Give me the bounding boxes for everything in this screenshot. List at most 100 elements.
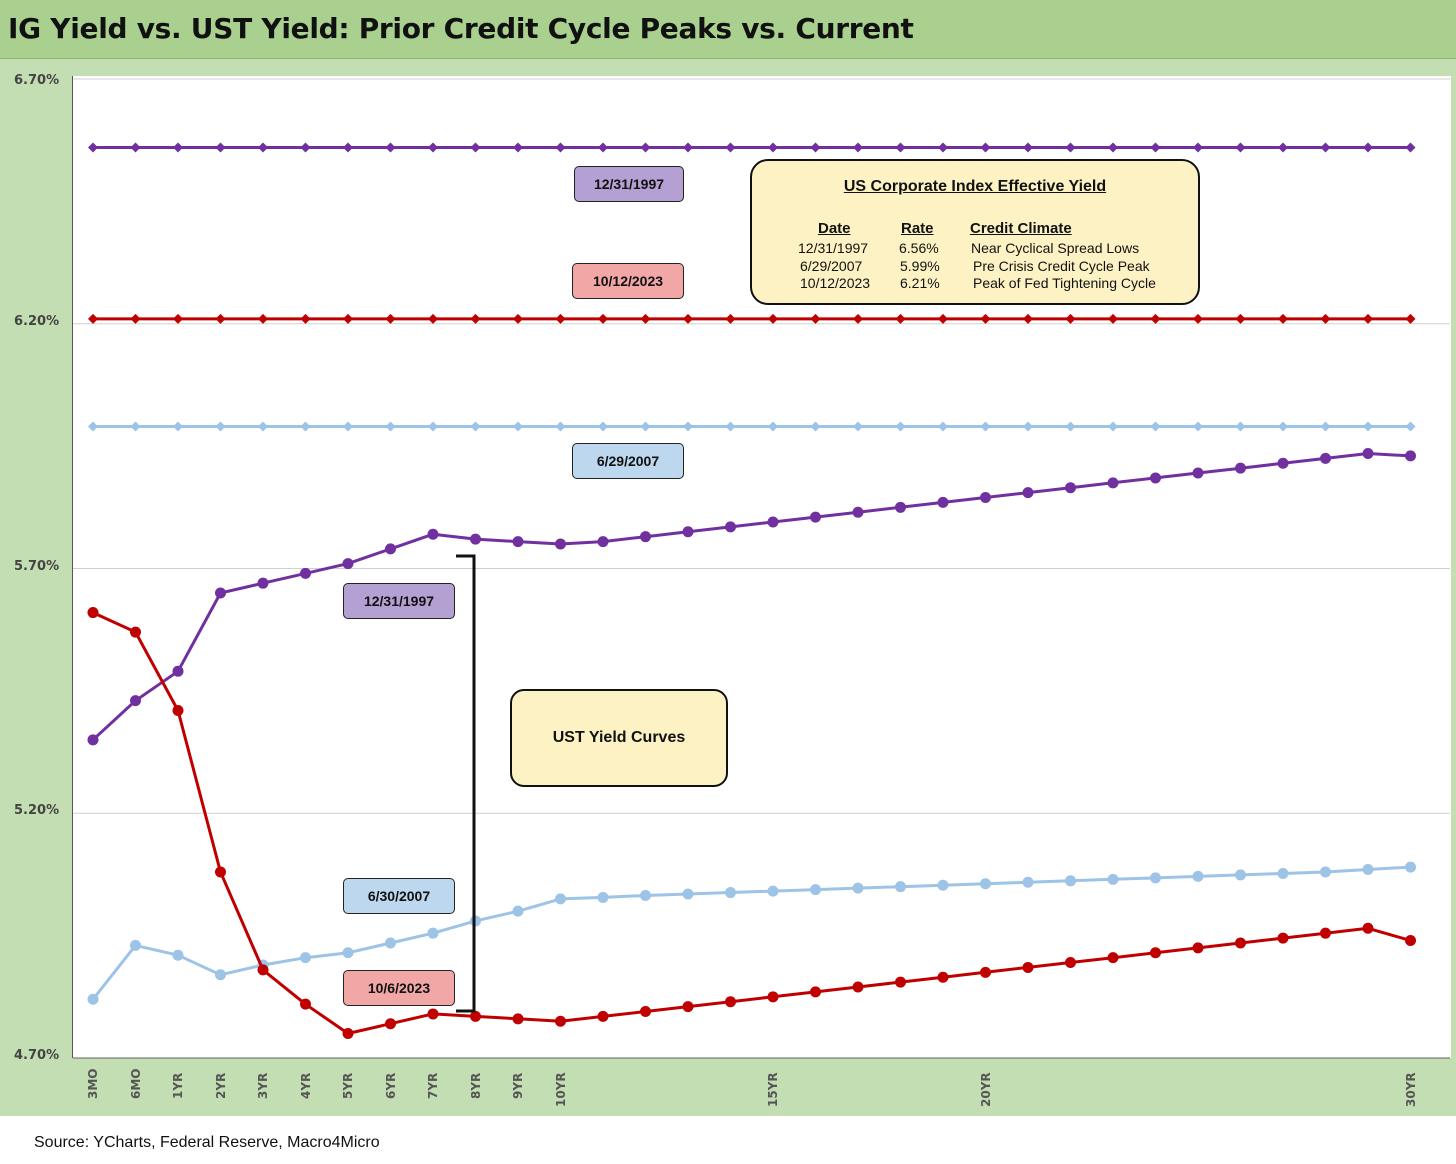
data-point [1065, 482, 1076, 494]
data-point [683, 313, 693, 324]
data-point [385, 543, 396, 555]
data-point [1235, 937, 1246, 949]
data-point [1363, 142, 1373, 153]
data-point [1023, 421, 1033, 432]
data-point [980, 142, 991, 153]
data-point [1235, 313, 1246, 324]
data-point [1192, 870, 1204, 882]
data-point [895, 142, 906, 153]
data-point [1108, 313, 1118, 324]
data-point [215, 142, 226, 153]
data-point [1320, 421, 1331, 432]
series-1 [88, 313, 1416, 324]
data-point [470, 421, 481, 432]
data-point [852, 882, 864, 894]
data-point [172, 949, 184, 961]
data-point [1235, 421, 1246, 432]
ust-yield-curves-note: UST Yield Curves [510, 689, 728, 787]
data-point [385, 142, 396, 153]
data-point [810, 884, 821, 896]
data-point [980, 878, 991, 890]
y-tick-label: 5.70% [14, 558, 60, 574]
data-point [1278, 421, 1288, 432]
data-point [428, 421, 438, 432]
data-point [938, 421, 948, 432]
data-point [1363, 313, 1373, 324]
data-point [130, 939, 141, 951]
data-point [1362, 864, 1374, 876]
data-point [215, 969, 226, 981]
data-point [767, 885, 779, 897]
data-point [88, 421, 98, 432]
info-row-3-climate: Peak of Fed Tightening Cycle [973, 275, 1156, 291]
data-point [300, 313, 311, 324]
plot-area [72, 76, 1451, 1058]
data-point [555, 313, 566, 324]
data-point [1150, 947, 1161, 959]
data-point [512, 905, 524, 917]
label-ust-2007: 6/30/2007 [343, 878, 455, 914]
data-point [768, 142, 778, 153]
data-point [1277, 457, 1289, 469]
series-3 [87, 447, 1416, 746]
data-point [385, 421, 396, 432]
series-0 [88, 142, 1416, 153]
y-tick-label: 4.70% [14, 1048, 60, 1063]
y-tick-label: 5.20% [14, 803, 60, 819]
data-point [427, 927, 439, 939]
data-point [427, 1008, 439, 1020]
data-point [173, 421, 183, 432]
label-ig-2007: 6/29/2007 [572, 443, 684, 479]
data-point [257, 964, 269, 976]
data-point [215, 587, 226, 599]
data-point [258, 142, 268, 153]
data-point [1022, 876, 1034, 888]
data-point [767, 516, 779, 528]
info-row-1-climate: Near Cyclical Spread Lows [971, 240, 1140, 256]
data-point [1405, 313, 1416, 324]
info-header-date: Date [818, 220, 851, 237]
data-point [1278, 142, 1288, 153]
data-point [598, 421, 608, 432]
data-point [1193, 313, 1203, 324]
data-point [172, 704, 184, 716]
data-point [640, 142, 651, 153]
series-line [91, 865, 1411, 1001]
series-2 [88, 421, 1416, 432]
data-point [343, 142, 353, 153]
data-point [385, 313, 396, 324]
data-point [810, 986, 821, 998]
data-point [130, 626, 141, 638]
data-point [1192, 942, 1204, 954]
info-row-2-date: 6/29/2007 [800, 258, 863, 274]
data-point [937, 971, 949, 983]
info-row-1-date: 12/31/1997 [798, 240, 869, 256]
data-point [258, 313, 268, 324]
data-point [1320, 313, 1331, 324]
data-point [555, 538, 566, 550]
series-line [91, 452, 1411, 741]
data-point [597, 1010, 609, 1022]
data-point [1065, 875, 1076, 887]
data-point [385, 1018, 396, 1030]
data-point [1107, 477, 1119, 489]
data-point [470, 1010, 481, 1022]
data-point [1405, 142, 1416, 153]
info-row-3-rate: 6.21% [900, 275, 940, 291]
data-point [598, 142, 608, 153]
data-point [1022, 961, 1034, 973]
data-point [852, 506, 864, 518]
data-point [342, 1028, 354, 1040]
data-point [215, 866, 226, 878]
data-point [512, 536, 524, 548]
data-point [853, 421, 863, 432]
data-point [682, 888, 694, 900]
data-point [1277, 867, 1289, 879]
data-point [512, 1013, 524, 1025]
data-point [343, 313, 353, 324]
data-point [810, 421, 821, 432]
data-point [980, 313, 991, 324]
data-point [1362, 447, 1374, 459]
